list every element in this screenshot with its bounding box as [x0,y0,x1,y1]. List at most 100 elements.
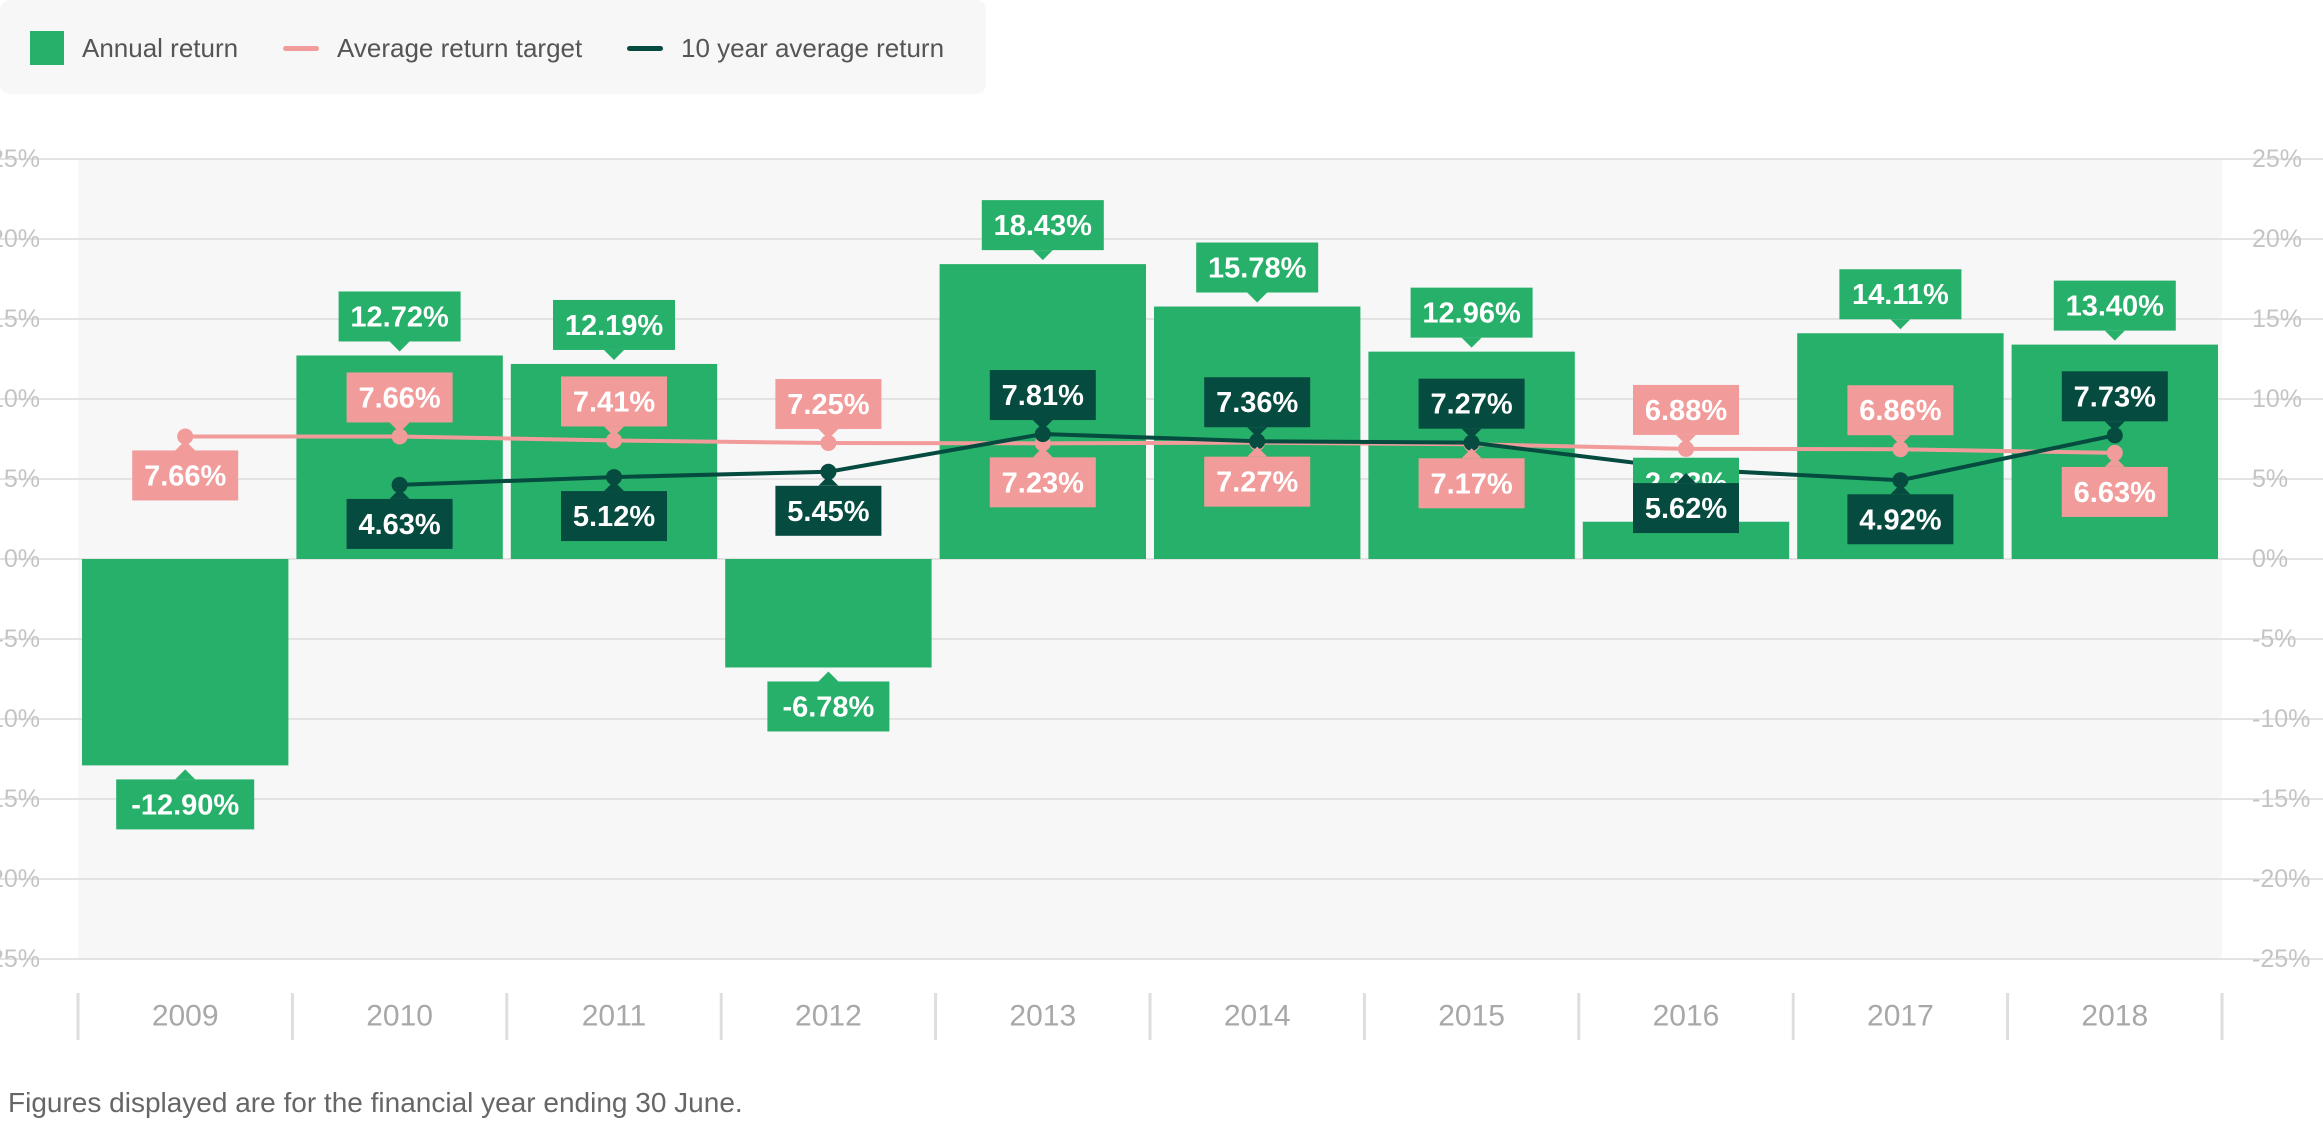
x-tick-label: 2014 [1224,1000,1291,1033]
x-tick-label: 2016 [1653,1000,1720,1033]
x-tick-label: 2012 [795,1000,862,1033]
data-label-annual-return-group: 12.96% [1410,287,1533,348]
data-label-10-year-average-return-pointer [2104,421,2125,432]
data-label-annual-return-pointer [1247,292,1268,303]
average-return-target-point [2106,444,2123,461]
data-label-10-year-average-return-group: 7.27% [1418,378,1525,439]
data-label-annual-return-group: 12.72% [338,291,461,352]
y-tick-label-left: 20% [0,225,40,253]
data-label-average-return-target-group: 6.63% [2061,456,2168,517]
data-label-average-return-target-group: 6.88% [1633,384,1739,445]
data-label-average-return-target-group: 7.27% [1204,446,1311,507]
data-label-10-year-average-return: 5.45% [787,496,869,528]
data-label-10-year-average-return-group: 5.62% [1633,473,1739,534]
data-label-10-year-average-return-pointer [1461,428,1482,439]
legend-item-annual-return[interactable]: Annual return [30,26,238,70]
data-label-10-year-average-return: 4.63% [358,509,440,541]
data-label-10-year-average-return-box [989,370,1096,421]
data-label-10-year-average-return-box [1847,494,1954,545]
data-label-annual-return-box [2053,280,2176,331]
data-label-10-year-average-return-pointer [1032,420,1053,431]
data-label-annual-return-pointer [818,671,839,682]
10-year-average-return-point [1034,426,1051,443]
x-tick-label: 2017 [1867,1000,1934,1033]
data-label-average-return-target-box [1418,458,1525,509]
data-label-average-return-target-pointer [1247,446,1268,457]
y-tick-label-left: -25% [0,945,40,973]
data-label-average-return-target-pointer [389,422,410,433]
legend-item-10-year-average-return[interactable]: 10 year average return [627,26,944,70]
data-label-10-year-average-return-pointer [1247,427,1268,438]
data-label-average-return-target-group: 7.17% [1418,448,1525,509]
x-tick-label: 2011 [582,1000,647,1033]
data-label-annual-return-box [553,299,675,350]
x-tick-label: 2010 [366,1000,433,1033]
y-tick-label-right: 5% [2252,465,2288,493]
chart-legend: Annual return Average return target 10 y… [0,0,986,94]
y-tick-label-left: -5% [0,625,40,653]
average-return-target-line [185,434,2115,455]
data-label-10-year-average-return-box [1204,377,1311,428]
data-label-annual-return-group: 13.40% [2053,280,2176,341]
y-tick-label-left: -10% [0,705,40,733]
data-label-10-year-average-return: 5.12% [573,501,655,533]
data-label-10-year-average-return-box [2061,371,2168,422]
data-label-annual-return: 14.11% [1852,279,1949,311]
data-label-average-return-target-box [1204,456,1311,507]
legend-item-average-return-target[interactable]: Average return target [283,26,582,70]
10-year-average-return-point [1249,433,1266,450]
data-label-10-year-average-return-box [561,491,667,542]
data-label-10-year-average-return: 7.81% [1002,380,1084,412]
y-tick-label-right: 0% [2252,545,2288,573]
data-label-average-return-target-pointer [2104,456,2125,467]
data-label-10-year-average-return-box [775,485,882,536]
data-label-annual-return-box [1839,269,1962,320]
y-tick-label-left: -20% [0,865,40,893]
y-tick-label-left: 25% [0,145,40,173]
data-label-annual-return: 13.40% [2066,291,2165,323]
y-tick-label-right: -20% [2252,865,2310,893]
legend-swatch-annual-return [30,31,64,65]
bar-annual-return [725,559,932,668]
y-tick-label-right: -5% [2252,625,2296,653]
10-year-average-return-point [1892,472,1909,489]
data-label-average-return-target-box [561,376,667,427]
data-label-annual-return-group: 14.11% [1839,269,1962,330]
data-label-average-return-target-pointer [1032,447,1053,458]
data-label-10-year-average-return: 7.73% [2074,381,2156,413]
bar-annual-return [82,559,289,766]
data-label-10-year-average-return-pointer [604,481,624,492]
10-year-average-return-point [1463,434,1480,451]
data-label-annual-return-group: 18.43% [981,200,1104,261]
data-label-10-year-average-return-pointer [1676,473,1696,484]
data-label-average-return-target-pointer [1676,434,1696,445]
y-tick-label-left: 10% [0,385,40,413]
data-label-10-year-average-return-group: 7.81% [989,370,1096,431]
data-label-annual-return: -12.90% [131,789,239,821]
average-return-target-point [1892,441,1909,458]
average-return-target-point [1678,440,1694,457]
data-label-average-return-target: 7.66% [358,382,440,414]
y-tick-label-right: 25% [2252,145,2302,173]
data-label-average-return-target-group: 7.66% [346,372,453,433]
data-label-average-return-target: 7.27% [1216,467,1298,499]
legend-label-annual-return: Annual return [82,32,239,63]
10-year-average-return-point [820,463,837,480]
data-label-average-return-target: 6.63% [2074,477,2156,509]
data-label-average-return-target-group: 7.23% [989,447,1096,508]
data-label-annual-return-pointer [175,769,196,780]
returns-chart: -25% -25% -20% -20% -15% -15% -10% -10% -5% -5% 0%… [0,145,2323,1040]
data-label-annual-return-group: -6.78% [767,671,890,732]
data-label-10-year-average-return: 4.92% [1859,504,1941,536]
data-label-annual-return-box [1196,242,1319,293]
footnote: Figures displayed are for the financial … [8,1087,743,1118]
data-label-annual-return-pointer [1461,337,1482,348]
data-label-annual-return-group: 12.19% [553,299,675,360]
data-label-annual-return: 12.19% [565,310,664,342]
data-label-average-return-target: 7.41% [573,386,655,418]
data-label-average-return-target-group: 7.25% [775,379,882,439]
average-return-target-point [606,432,622,449]
10-year-average-return-point [391,476,408,493]
data-label-annual-return-pointer [604,349,624,360]
y-tick-label-right: -15% [2252,785,2310,813]
